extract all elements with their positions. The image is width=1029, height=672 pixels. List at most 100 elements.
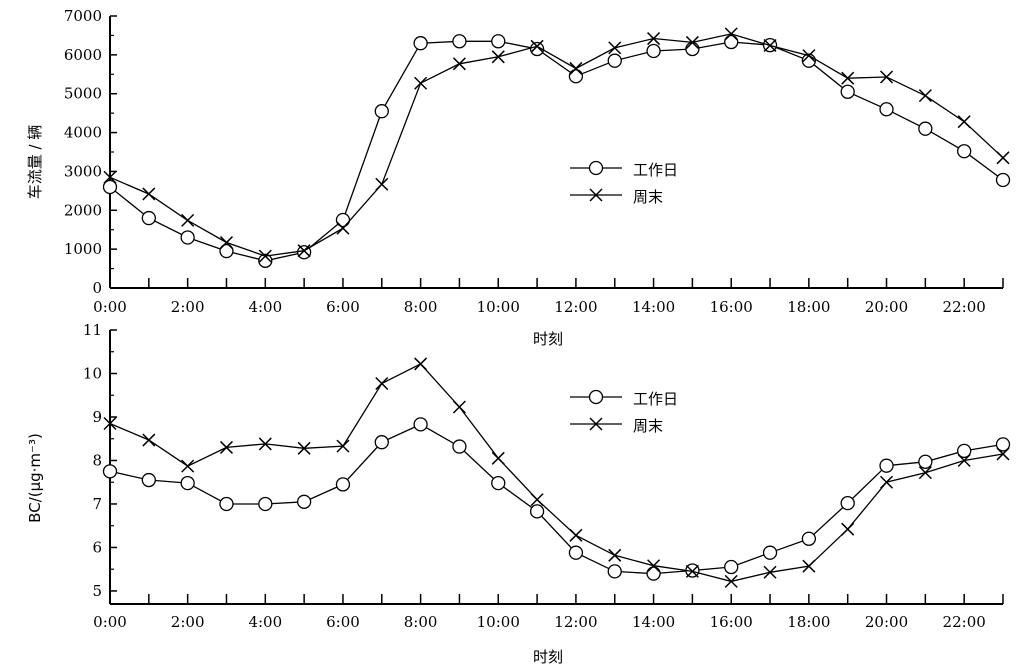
- bottom-x-tick-label: 20:00: [865, 613, 908, 631]
- bottom-x-tick-label: 22:00: [943, 613, 986, 631]
- bottom-series-workday-point: [646, 566, 661, 581]
- bottom-x-tick-label: 16:00: [710, 613, 753, 631]
- top-series-workday-point: [141, 210, 156, 226]
- bottom-series-weekend-point: [802, 559, 816, 573]
- bottom-series-workday-point: [762, 545, 778, 560]
- top-series-weekend-point: [879, 70, 894, 84]
- bottom-series-workday-point: [879, 458, 894, 473]
- top-series-weekend-point: [258, 249, 272, 263]
- bottom-series-workday-point: [801, 531, 817, 546]
- top-x-tick-label: 20:00: [865, 298, 908, 316]
- bottom-series-workday-point: [335, 477, 351, 492]
- top-y-tick-label: 7000: [64, 7, 102, 25]
- top-series-weekend-point: [763, 39, 777, 53]
- bottom-series-weekend-point: [219, 440, 234, 454]
- top-series-weekend-point: [996, 151, 1010, 165]
- top-series-weekend-point: [219, 236, 234, 250]
- bottom-y-tick-label: 11: [83, 321, 102, 339]
- top-x-tick-label: 6:00: [326, 298, 360, 316]
- top-series-weekend-point: [569, 61, 583, 75]
- top-series-workday-point: [491, 34, 506, 49]
- top-series-weekend-point: [181, 213, 195, 227]
- bottom-y-tick-label: 9: [92, 408, 102, 426]
- top-series-workday-point: [568, 69, 584, 84]
- top-series-workday-point: [995, 172, 1011, 188]
- top-legend-weekend-marker: [589, 188, 603, 202]
- top-series-workday-point: [258, 253, 273, 268]
- top-series-workday-point: [724, 34, 739, 50]
- top-legend-label-weekend: 周末: [633, 188, 663, 206]
- top-series-weekend-point: [530, 39, 544, 53]
- bottom-series-workday-point: [995, 437, 1011, 452]
- top-series-workday-point: [957, 144, 972, 159]
- top-series-weekend-point: [685, 35, 699, 49]
- bottom-series-workday-point: [724, 559, 739, 575]
- top-series-workday-point: [219, 243, 234, 259]
- bottom-series-workday-point: [491, 475, 506, 491]
- bottom-series-workday-point: [957, 443, 972, 459]
- top-x-tick-label: 0:00: [93, 298, 127, 316]
- bottom-series-workday-point: [568, 545, 584, 560]
- top-y-axis-title: 车流量 / 辆: [26, 125, 44, 200]
- bottom-series-weekend-point: [452, 400, 466, 414]
- bottom-series-weekend-point: [491, 451, 505, 465]
- bottom-y-tick-label: 6: [92, 538, 102, 556]
- bottom-series-weekend-point: [918, 466, 932, 480]
- top-series-workday-point: [685, 41, 700, 57]
- top-series-weekend-point: [103, 170, 117, 184]
- top-series-workday-point: [413, 36, 428, 51]
- top-series-workday-point: [918, 121, 933, 136]
- top-series-weekend-point: [608, 41, 622, 55]
- top-x-tick-label: 4:00: [248, 298, 282, 316]
- bottom-series-workday-point: [840, 495, 855, 511]
- top-legend-label-workday: 工作日: [633, 161, 678, 179]
- bottom-legend-label-weekend: 周末: [633, 417, 663, 435]
- top-series-weekend-point: [724, 27, 738, 41]
- bottom-x-tick-label: 18:00: [787, 613, 830, 631]
- bottom-legend-label-workday: 工作日: [633, 390, 678, 408]
- top-x-axis-title: 时刻: [533, 330, 563, 348]
- top-series-weekend-point: [841, 71, 855, 85]
- top-series-weekend-point: [336, 221, 350, 235]
- top-y-tick-label: 2000: [64, 201, 102, 219]
- bottom-series-workday-point: [413, 417, 428, 432]
- bottom-x-tick-label: 10:00: [477, 613, 520, 631]
- top-y-tick-label: 6000: [64, 46, 102, 64]
- bottom-series-workday-point: [141, 472, 156, 488]
- bottom-series-weekend-line: [109, 363, 1004, 583]
- bottom-legend-weekend-marker: [589, 417, 603, 431]
- bottom-series-weekend-point: [375, 376, 389, 391]
- top-series-weekend-point: [647, 32, 661, 46]
- bottom-series-weekend-point: [879, 475, 894, 489]
- bottom-series-weekend-point: [685, 564, 699, 578]
- bottom-series-weekend-point: [569, 528, 583, 542]
- bottom-series-weekend-point: [414, 357, 428, 371]
- top-y-tick-label: 5000: [64, 85, 102, 103]
- top-series-workday-point: [646, 43, 661, 59]
- bottom-series-weekend-point: [763, 565, 777, 579]
- top-y-tick-label: 4000: [64, 124, 102, 142]
- bottom-x-tick-label: 12:00: [554, 613, 597, 631]
- bottom-chart-group: 5 6 7 8 9 10 11 0:00 2:00 4:00 6:00 8:00 10:00 12:00 1…: [83, 321, 1011, 631]
- top-series-workday-point: [879, 102, 894, 117]
- top-series-weekend-point: [918, 89, 932, 103]
- bottom-y-tick-label: 5: [92, 582, 102, 600]
- top-series-weekend-line: [109, 33, 1004, 257]
- bottom-series-workday-point: [452, 439, 467, 454]
- bottom-series-workday-point: [258, 496, 273, 512]
- bottom-x-tick-label: 4:00: [248, 613, 282, 631]
- bottom-y-axis-title: BC/(μg·m⁻³): [26, 433, 44, 523]
- top-series-workday-point: [607, 53, 622, 68]
- bottom-series-workday-point: [529, 504, 545, 519]
- top-x-tick-label: 2:00: [171, 298, 205, 316]
- top-y-tick-label: 3000: [64, 162, 102, 180]
- top-legend-workday-marker: [588, 160, 604, 176]
- top-series-workday-point: [452, 34, 467, 49]
- bottom-series-weekend-point: [258, 437, 272, 451]
- top-y-tick-label: 1000: [64, 240, 102, 258]
- bottom-series-workday-point: [607, 564, 622, 579]
- bottom-series-weekend-point: [724, 574, 738, 588]
- bottom-series-weekend-point: [841, 522, 855, 536]
- bottom-series-weekend-point: [297, 441, 311, 455]
